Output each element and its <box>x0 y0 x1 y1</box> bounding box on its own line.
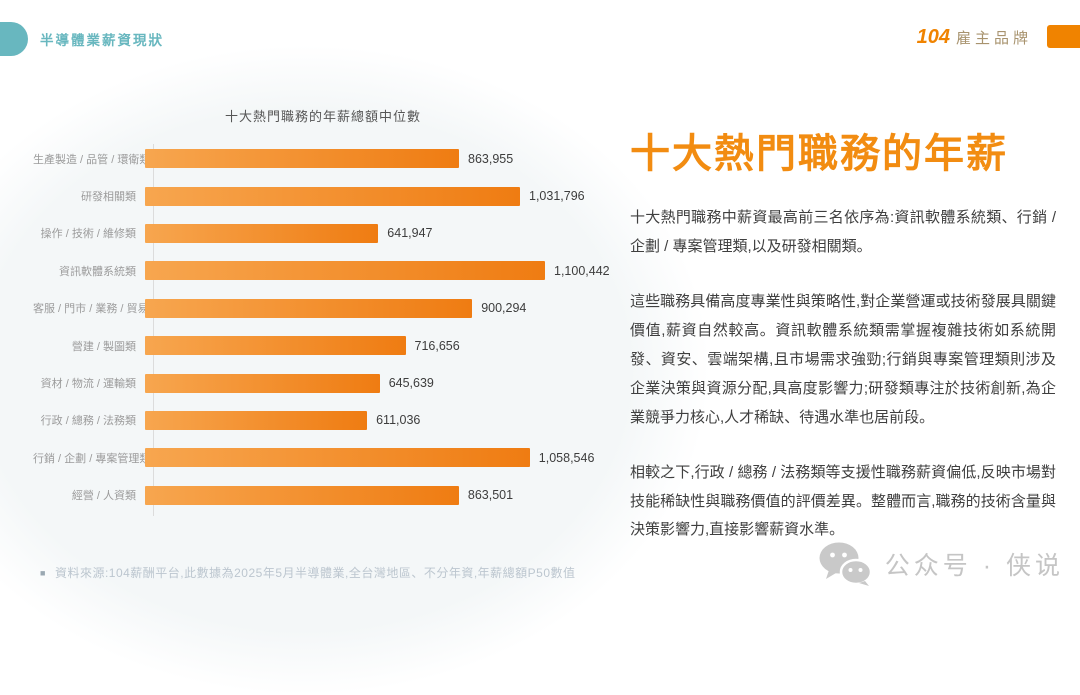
category-label: 操作 / 技術 / 維修類 <box>40 228 136 241</box>
bar-area: 863,955 <box>145 149 608 169</box>
brand-label: 雇主品牌 <box>955 30 1032 47</box>
bar-area: 611,036 <box>145 410 608 430</box>
bar-area: 1,100,442 <box>145 261 610 281</box>
watermark-text: 公众号 · 侠说 <box>884 552 1064 580</box>
salary-bar <box>145 373 380 393</box>
chart-title: 十大熱門職務的年薪總額中位數 <box>224 109 421 124</box>
salary-bar <box>145 485 459 505</box>
category-label: 研發相關類 <box>81 191 136 204</box>
article-body: 十大熱門職務中薪資最高前三名依序為:資訊軟體系統類、行銷 / 企劃 / 專案管理… <box>630 204 1056 545</box>
chart-row: 生產製造 / 品管 / 環衛類 863,955 <box>33 140 608 177</box>
footnote-bullet-icon: ■ <box>40 568 46 578</box>
footnote: ■ 資料來源:104薪酬平台,此數據為2025年5月半導體業,全台灣地區、不分年資… <box>40 564 576 581</box>
article-paragraph: 十大熱門職務中薪資最高前三名依序為:資訊軟體系統類、行銷 / 企劃 / 專案管理… <box>630 209 1056 255</box>
article: 十大熱門職務的年薪 十大熱門職務中薪資最高前三名依序為:資訊軟體系統類、行銷 /… <box>630 130 1056 545</box>
salary-bar <box>145 149 459 169</box>
wechat-icon <box>819 542 873 586</box>
salary-bar <box>145 336 406 356</box>
category-label: 營建 / 製圖類 <box>71 340 136 353</box>
category-label: 經營 / 人資類 <box>71 490 136 503</box>
article-paragraph: 這些職務具備高度專業性與策略性,對企業營運或技術發展具關鍵價值,薪資自然較高。資… <box>630 292 1056 426</box>
chart-row: 營建 / 製圖類 716,656 <box>33 327 608 364</box>
salary-bar <box>145 448 530 468</box>
chart-rows: 生產製造 / 品管 / 環衛類 863,955 研發相關類 1,031,796 操作 /… <box>33 140 610 514</box>
chart-row: 資訊軟體系統類 1,100,442 <box>33 252 610 289</box>
bar-value-label: 645,639 <box>388 376 434 391</box>
salary-bar <box>145 410 368 430</box>
brand-accent-block <box>1047 25 1080 48</box>
category-label: 客服 / 門市 / 業務 / 貿易類 <box>33 303 160 316</box>
article-title: 十大熱門職務的年薪 <box>630 132 1008 176</box>
bar-value-label: 716,656 <box>414 338 460 353</box>
bar-value-label: 1,100,442 <box>554 263 610 278</box>
category-label: 行政 / 總務 / 法務類 <box>40 415 136 428</box>
bar-area: 863,501 <box>145 485 608 505</box>
bar-area: 1,031,796 <box>145 186 608 206</box>
chart-row: 客服 / 門市 / 業務 / 貿易類 900,294 <box>33 290 608 327</box>
salary-bar <box>145 223 379 243</box>
bar-area: 716,656 <box>145 336 608 356</box>
watermark: 公众号 · 侠说 <box>819 542 1064 586</box>
section-tab <box>0 22 28 56</box>
salary-bar <box>145 261 545 281</box>
bar-area: 645,639 <box>145 373 608 393</box>
bar-area: 641,947 <box>145 223 608 243</box>
y-axis-line <box>153 144 154 516</box>
bar-value-label: 641,947 <box>387 226 433 241</box>
footnote-text: 資料來源:104薪酬平台,此數據為2025年5月半導體業,全台灣地區、不分年資,… <box>54 566 576 580</box>
chart-row: 研發相關類 1,031,796 <box>33 177 608 214</box>
chart-row: 資材 / 物流 / 運輸類 645,639 <box>33 364 608 401</box>
brand-logo: 104 雇主品牌 <box>917 26 1032 49</box>
bar-value-label: 1,031,796 <box>529 189 585 204</box>
bar-value-label: 1,058,546 <box>538 450 595 465</box>
slide-canvas: 半導體業薪資現狀 104 雇主品牌 十大熱門職務的年薪總額中位數 生產製造 / … <box>0 22 1080 695</box>
bar-area: 900,294 <box>145 298 608 318</box>
bar-area: 1,058,546 <box>145 448 608 468</box>
bar-value-label: 900,294 <box>481 301 527 316</box>
brand-104-logo: 104 <box>916 26 950 48</box>
bar-value-label: 863,501 <box>467 488 514 503</box>
section-title: 半導體業薪資現狀 <box>40 33 164 48</box>
bar-value-label: 863,955 <box>468 151 514 166</box>
chart-row: 行銷 / 企劃 / 專案管理類 1,058,546 <box>33 439 608 476</box>
category-label: 行銷 / 企劃 / 專案管理類 <box>33 452 151 465</box>
category-label: 生產製造 / 品管 / 環衛類 <box>33 153 151 166</box>
salary-bar <box>145 298 473 318</box>
chart-row: 操作 / 技術 / 維修類 641,947 <box>33 215 608 252</box>
article-paragraph: 相較之下,行政 / 總務 / 法務類等支援性職務薪資偏低,反映市場對技能稀缺性與… <box>630 463 1056 539</box>
category-label: 資材 / 物流 / 運輸類 <box>40 378 136 391</box>
bar-value-label: 611,036 <box>376 413 421 428</box>
chart-row: 經營 / 人資類 863,501 <box>33 477 608 514</box>
salary-bar <box>145 186 520 206</box>
chart-row: 行政 / 總務 / 法務類 611,036 <box>33 402 608 439</box>
salary-bar-chart: 十大熱門職務的年薪總額中位數 生產製造 / 品管 / 環衛類 863,955 研發相… <box>33 100 610 530</box>
category-label: 資訊軟體系統類 <box>59 265 136 278</box>
